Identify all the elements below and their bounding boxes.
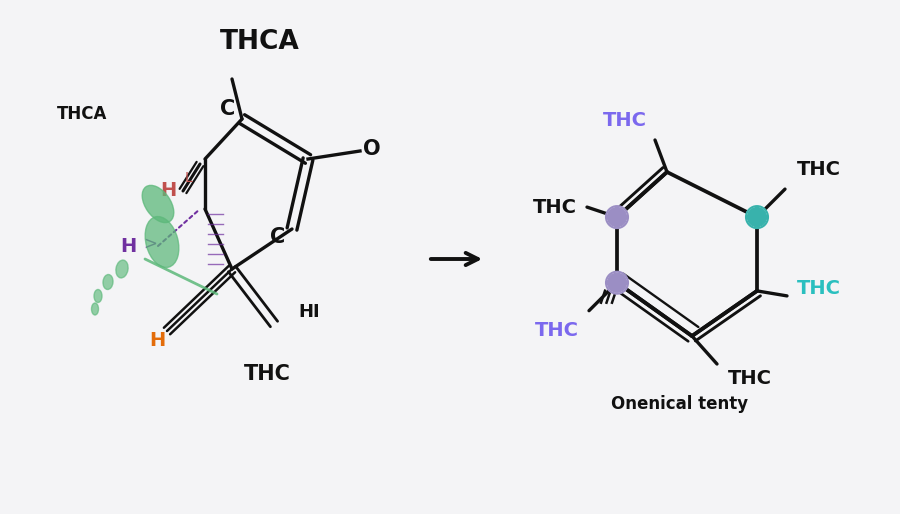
Circle shape: [606, 272, 628, 293]
Text: HI: HI: [298, 303, 320, 321]
Ellipse shape: [116, 260, 128, 278]
Ellipse shape: [103, 274, 113, 289]
Text: O: O: [364, 139, 381, 159]
Text: >: >: [143, 235, 157, 253]
Text: THC: THC: [533, 197, 577, 216]
Text: THC: THC: [728, 369, 772, 388]
Text: L: L: [184, 171, 192, 185]
Circle shape: [606, 206, 628, 228]
Text: C: C: [220, 99, 236, 119]
Text: H: H: [160, 181, 176, 200]
Text: THC: THC: [797, 280, 841, 299]
Text: THC: THC: [535, 321, 579, 340]
Text: THC: THC: [603, 111, 647, 130]
Text: Onenical tenty: Onenical tenty: [611, 395, 749, 413]
Ellipse shape: [145, 216, 179, 267]
Ellipse shape: [142, 186, 174, 223]
Ellipse shape: [94, 289, 102, 303]
Text: THC: THC: [244, 364, 291, 384]
Circle shape: [608, 273, 626, 292]
Text: C: C: [270, 227, 285, 247]
Circle shape: [748, 208, 767, 227]
Text: H: H: [148, 332, 165, 351]
Text: H: H: [120, 236, 136, 255]
Circle shape: [608, 208, 626, 227]
Text: THC: THC: [797, 160, 841, 178]
Text: THCA: THCA: [57, 105, 107, 123]
Text: THCA: THCA: [220, 29, 300, 55]
Circle shape: [746, 206, 768, 228]
Ellipse shape: [92, 303, 98, 315]
